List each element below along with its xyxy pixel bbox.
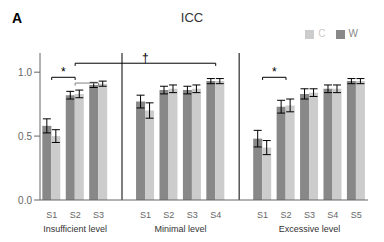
svg-text:S3: S3 <box>304 210 315 220</box>
svg-text:S3: S3 <box>187 210 198 220</box>
html-text:W: W <box>348 28 358 39</box>
svg-text:†: † <box>142 51 149 65</box>
svg-text:*: * <box>272 65 277 79</box>
svg-text:Minimal level: Minimal level <box>155 224 207 234</box>
svg-text:S1: S1 <box>140 210 151 220</box>
svg-text:S4: S4 <box>327 210 338 220</box>
svg-text:S2: S2 <box>280 210 291 220</box>
html-text:ICC: ICC <box>180 10 204 25</box>
svg-text:S1: S1 <box>46 210 57 220</box>
svg-text:S2: S2 <box>163 210 174 220</box>
svg-text:1.0: 1.0 <box>18 67 32 78</box>
svg-text:S5: S5 <box>351 210 362 220</box>
svg-text:Insufficient level: Insufficient level <box>43 224 107 234</box>
html-text:A: A <box>12 10 23 26</box>
svg-text:0.5: 0.5 <box>18 131 32 142</box>
svg-text:S2: S2 <box>70 210 81 220</box>
svg-text:Excessive level: Excessive level <box>279 224 341 234</box>
html-text:C: C <box>318 28 326 39</box>
svg-text:S3: S3 <box>93 210 104 220</box>
svg-text:S1: S1 <box>257 210 268 220</box>
svg-text:*: * <box>61 65 66 79</box>
svg-text:0.0: 0.0 <box>18 195 32 206</box>
svg-text:S4: S4 <box>210 210 221 220</box>
